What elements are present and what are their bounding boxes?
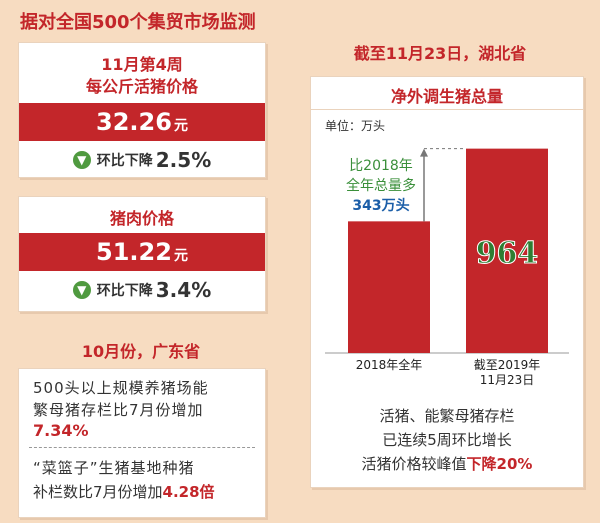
pork-card: 猪肉价格 51.22 元 ▼ 环比下降 3.4% [18, 196, 266, 312]
live-pig-change-value: 2.5% [155, 148, 212, 172]
annotation-line2: 全年总量多 [346, 178, 416, 194]
down-arrow-icon: ▼ [72, 281, 91, 299]
annotation-line1: 比2018年 [349, 158, 413, 174]
bar-1 [466, 148, 548, 353]
live-pig-title-line1: 11月第4周 [101, 55, 183, 74]
hubei-card: 净外调生猪总量 单位：万头 2018年全年 964 截至2019年 11月23日 比2… [310, 76, 584, 488]
guangdong-p1-value: 7.34% [33, 421, 89, 440]
pork-price-bar: 51.22 元 [19, 233, 265, 271]
annotation: 比2018年 全年总量多 343万头 [331, 155, 431, 215]
hubei-heading: 截至11月23日，湖北省 [353, 44, 527, 63]
category-label-1-1: 11月23日 [480, 373, 535, 387]
live-pig-title-line2: 每公斤活猪价格 [85, 77, 198, 96]
pork-change: ▼ 环比下降 3.4% [19, 277, 265, 303]
guangdong-p2-text: 补栏数比7月份增加 [33, 483, 163, 501]
guangdong-p2-value: 4.28倍 [162, 483, 215, 501]
live-pig-card: 11月第4周 每公斤活猪价格 32.26 元 ▼ 环比下降 2.5% [18, 42, 266, 178]
guangdong-p2-line2: 补栏数比7月份增加4.28倍 [33, 481, 215, 502]
live-pig-change-prefix: 环比下降 [96, 153, 153, 169]
guangdong-card: 500头以上规模养猪场能 繁母猪存栏比7月份增加 7.34% “菜篮子”生猪基地… [18, 368, 266, 518]
annotation-line3: 343万头 [352, 198, 410, 214]
data-label-1: 964 [476, 236, 539, 271]
hubei-note-line3: 活猪价格较峰值下降20% [311, 453, 583, 474]
guangdong-p1-line2: 繁母猪存栏比7月份增加 [33, 401, 204, 419]
live-pig-price: 32.26 [96, 108, 172, 136]
category-label-1-0: 截至2019年 [474, 358, 541, 372]
chart-area: 2018年全年 964 截至2019年 11月23日 比2018年 全年总量多 343… [311, 133, 583, 393]
live-pig-price-bar: 32.26 元 [19, 103, 265, 141]
down-arrow-icon: ▼ [72, 151, 91, 169]
pork-change-prefix: 环比下降 [96, 283, 153, 299]
guangdong-heading: 10月份，广东省 [81, 342, 201, 361]
pork-price: 51.22 [96, 238, 172, 266]
hubei-note-line2: 已连续5周环比增长 [382, 431, 512, 449]
pork-title: 猪肉价格 [109, 209, 174, 228]
guangdong-divider [29, 447, 255, 448]
difference-arrow-head [420, 148, 428, 157]
live-pig-unit: 元 [173, 118, 188, 134]
pork-change-value: 3.4% [155, 278, 212, 302]
bar-0 [348, 221, 430, 353]
guangdong-p2-line1: “菜篮子”生猪基地种猪 [33, 459, 195, 477]
header-title: 据对全国500个集贸市场监测 [20, 12, 256, 33]
hubei-note-line3-value: 下降20% [466, 455, 533, 473]
chart-title-underline [311, 109, 583, 110]
hubei-note-line1: 活猪、能繁母猪存栏 [379, 407, 515, 425]
chart-title: 净外调生猪总量 [390, 87, 503, 106]
category-label-0-0: 2018年全年 [356, 357, 423, 372]
live-pig-change: ▼ 环比下降 2.5% [19, 147, 265, 173]
pork-unit: 元 [173, 248, 188, 264]
chart-unit-label: 单位：万头 [325, 119, 386, 133]
guangdong-p1-line1: 500头以上规模养猪场能 [33, 379, 209, 397]
hubei-note-line3-prefix: 活猪价格较峰值 [361, 455, 467, 473]
